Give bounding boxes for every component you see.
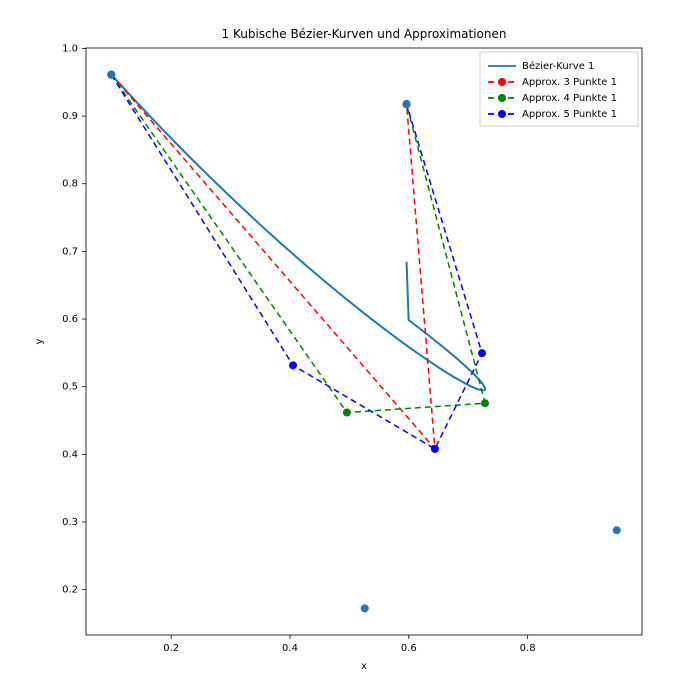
figure: 0.2 0.4 0.6 0.8 0.2 0.3 0.4 0.5 0.6 0.7 0.8 0.9 1.0… <box>0 0 691 700</box>
series-approx5_1 <box>107 71 486 453</box>
marker <box>478 349 486 357</box>
y-tick-label: 0.9 <box>62 111 78 122</box>
marker <box>289 361 297 369</box>
chart-svg: 0.2 0.4 0.6 0.8 0.2 0.3 0.4 0.5 0.6 0.7 0.8 0.9 1.0… <box>0 0 691 700</box>
legend-sample-marker <box>498 78 506 86</box>
x-axis-label: x <box>361 661 367 672</box>
marker <box>107 71 115 79</box>
legend-sample-marker <box>498 94 506 102</box>
marker <box>481 399 489 407</box>
x-tick-label: 0.4 <box>282 643 298 654</box>
x-tick-label: 0.6 <box>401 643 417 654</box>
y-tick-label: 0.7 <box>62 246 78 257</box>
y-ticks: 0.2 0.3 0.4 0.5 0.6 0.7 0.8 0.9 1.0 <box>62 43 86 595</box>
chart-title: 1 Kubische Bézier-Kurven und Approximati… <box>222 27 507 41</box>
legend: Bézier-Kurve 1 Approx. 3 Punkte 1 Approx. … <box>480 52 638 126</box>
y-tick-label: 1.0 <box>62 43 78 54</box>
x-tick-label: 0.2 <box>163 643 179 654</box>
line <box>111 75 485 391</box>
legend-label: Approx. 3 Punkte 1 <box>522 77 617 88</box>
y-axis-label: y <box>34 338 45 344</box>
y-tick-label: 0.4 <box>62 449 78 460</box>
series-approx3_1 <box>107 71 439 453</box>
series-approx4_1 <box>107 71 489 417</box>
legend-label: Approx. 5 Punkte 1 <box>522 109 617 120</box>
x-ticks: 0.2 0.4 0.6 0.8 <box>163 635 535 654</box>
marker <box>343 409 351 417</box>
marker <box>613 526 621 534</box>
y-tick-label: 0.5 <box>62 382 78 393</box>
x-tick-label: 0.8 <box>520 643 536 654</box>
line <box>111 75 482 449</box>
y-tick-label: 0.2 <box>62 585 78 596</box>
legend-sample-marker <box>498 110 506 118</box>
y-tick-label: 0.6 <box>62 314 78 325</box>
y-tick-label: 0.3 <box>62 517 78 528</box>
series-group <box>107 71 620 613</box>
legend-label: Approx. 4 Punkte 1 <box>522 93 617 104</box>
series-bezier_curve_1 <box>111 75 485 391</box>
y-tick-label: 0.8 <box>62 179 78 190</box>
marker <box>361 604 369 612</box>
legend-label: Bézier-Kurve 1 <box>522 60 594 72</box>
line <box>111 75 435 449</box>
marker <box>403 100 411 108</box>
marker <box>431 445 439 453</box>
